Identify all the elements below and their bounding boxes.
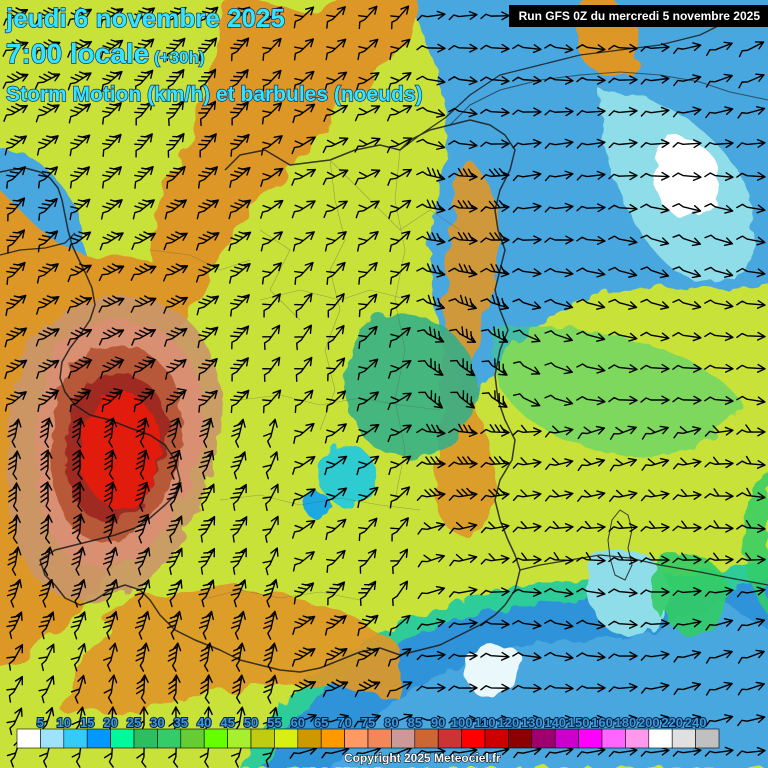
svg-text:35: 35	[174, 715, 188, 730]
svg-text:100: 100	[451, 715, 473, 730]
svg-text:50: 50	[244, 715, 258, 730]
svg-text:5: 5	[37, 715, 44, 730]
svg-text:15: 15	[80, 715, 94, 730]
svg-text:40: 40	[197, 715, 211, 730]
svg-text:85: 85	[408, 715, 422, 730]
svg-text:55: 55	[267, 715, 281, 730]
svg-text:30: 30	[150, 715, 164, 730]
svg-text:200: 200	[638, 715, 660, 730]
svg-text:65: 65	[314, 715, 328, 730]
svg-text:140: 140	[544, 715, 566, 730]
svg-text:240: 240	[685, 715, 707, 730]
svg-text:120: 120	[498, 715, 520, 730]
svg-text:20: 20	[103, 715, 117, 730]
svg-text:90: 90	[431, 715, 445, 730]
svg-text:10: 10	[57, 715, 71, 730]
svg-text:80: 80	[384, 715, 398, 730]
svg-text:150: 150	[568, 715, 590, 730]
svg-text:75: 75	[361, 715, 375, 730]
svg-text:160: 160	[591, 715, 613, 730]
svg-text:180: 180	[615, 715, 637, 730]
svg-text:110: 110	[475, 715, 496, 730]
svg-text:45: 45	[220, 715, 234, 730]
svg-text:25: 25	[127, 715, 141, 730]
svg-text:70: 70	[337, 715, 351, 730]
svg-text:220: 220	[661, 715, 683, 730]
svg-text:60: 60	[291, 715, 305, 730]
svg-text:130: 130	[521, 715, 543, 730]
